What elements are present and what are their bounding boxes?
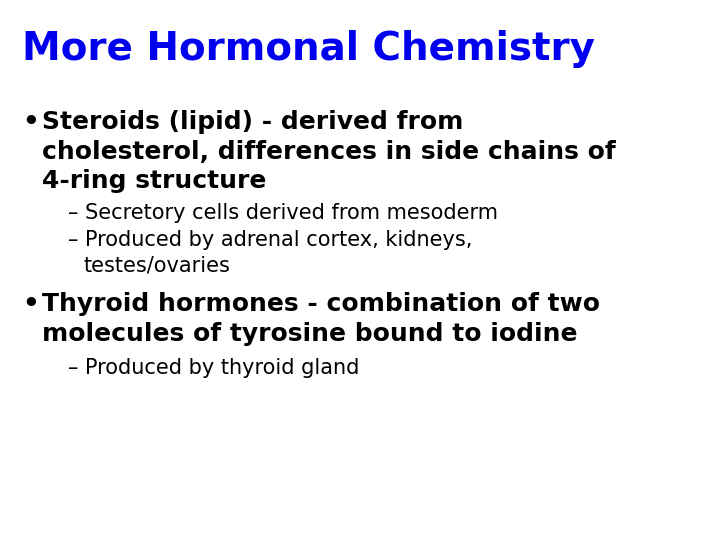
Text: molecules of tyrosine bound to iodine: molecules of tyrosine bound to iodine (42, 322, 577, 346)
Text: cholesterol, differences in side chains of: cholesterol, differences in side chains … (42, 140, 616, 164)
Text: Thyroid hormones - combination of two: Thyroid hormones - combination of two (42, 292, 600, 316)
Text: 4-ring structure: 4-ring structure (42, 170, 266, 193)
Text: Steroids (lipid) - derived from: Steroids (lipid) - derived from (42, 110, 464, 134)
Text: •: • (22, 292, 39, 318)
Text: – Produced by adrenal cortex, kidneys,: – Produced by adrenal cortex, kidneys, (68, 231, 472, 251)
Text: – Secretory cells derived from mesoderm: – Secretory cells derived from mesoderm (68, 203, 498, 223)
Text: testes/ovaries: testes/ovaries (83, 255, 230, 275)
Text: •: • (22, 110, 39, 136)
Text: More Hormonal Chemistry: More Hormonal Chemistry (22, 30, 595, 68)
Text: – Produced by thyroid gland: – Produced by thyroid gland (68, 357, 359, 377)
